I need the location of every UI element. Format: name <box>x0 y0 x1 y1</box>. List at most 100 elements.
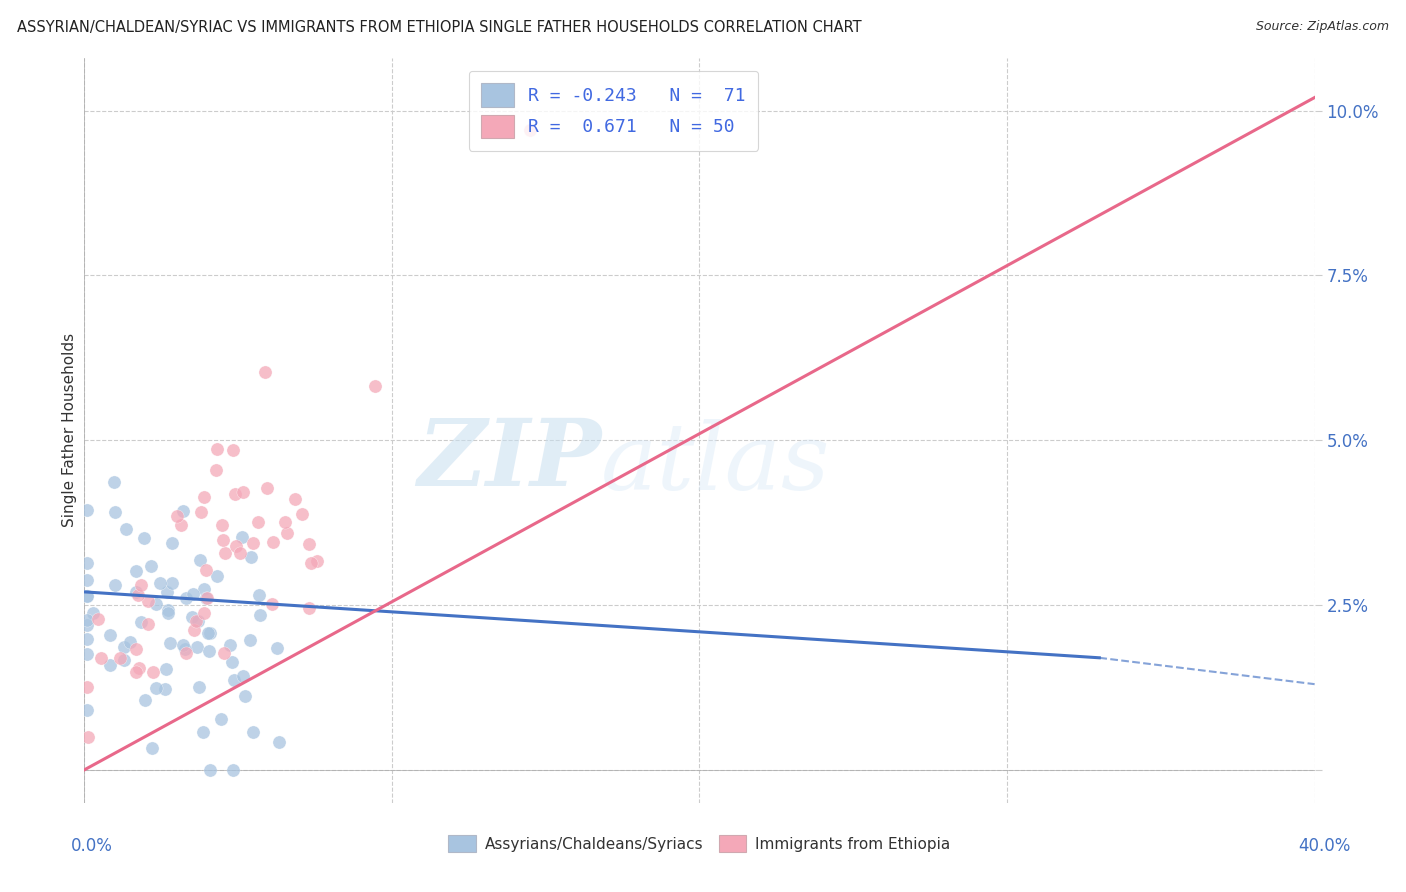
Point <box>197 626 219 640</box>
Point <box>141 740 163 755</box>
Point <box>205 568 228 582</box>
Point <box>172 638 194 652</box>
Point <box>200 763 222 777</box>
Point <box>166 509 188 524</box>
Point <box>195 591 218 606</box>
Point <box>211 517 233 532</box>
Point <box>212 646 235 660</box>
Point <box>76 613 98 627</box>
Point <box>299 556 322 570</box>
Point <box>219 638 242 652</box>
Point <box>155 662 177 676</box>
Point <box>212 533 235 547</box>
Point <box>76 573 98 587</box>
Point <box>172 504 194 518</box>
Point <box>104 578 127 592</box>
Point <box>131 615 153 629</box>
Point <box>132 531 155 545</box>
Point <box>174 646 197 660</box>
Point <box>214 546 236 560</box>
Point <box>127 588 149 602</box>
Text: 40.0%: 40.0% <box>1298 837 1351 855</box>
Point <box>225 539 247 553</box>
Point <box>157 603 180 617</box>
Point <box>128 661 150 675</box>
Text: ASSYRIAN/CHALDEAN/SYRIAC VS IMMIGRANTS FROM ETHIOPIA SINGLE FATHER HOUSEHOLDS CO: ASSYRIAN/CHALDEAN/SYRIAC VS IMMIGRANTS F… <box>17 20 862 35</box>
Point <box>222 442 245 457</box>
Text: atlas: atlas <box>602 419 831 509</box>
Point <box>183 623 205 637</box>
Point <box>76 556 98 570</box>
Point <box>125 564 148 578</box>
Text: 0.0%: 0.0% <box>70 837 112 855</box>
Point <box>276 525 298 540</box>
Legend: Assyrians/Chaldeans/Syriacs, Immigrants from Ethiopia: Assyrians/Chaldeans/Syriacs, Immigrants … <box>441 829 957 858</box>
Point <box>232 484 254 499</box>
Point <box>145 681 167 695</box>
Point <box>176 591 198 605</box>
Point <box>136 594 159 608</box>
Point <box>110 650 132 665</box>
Point <box>115 522 138 536</box>
Point <box>246 515 269 529</box>
Point <box>82 607 104 621</box>
Point <box>160 575 183 590</box>
Point <box>262 597 284 611</box>
Point <box>274 515 297 529</box>
Point <box>104 505 127 519</box>
Point <box>76 703 98 717</box>
Point <box>233 690 256 704</box>
Point <box>153 681 176 696</box>
Point <box>242 536 264 550</box>
Point <box>222 763 245 777</box>
Point <box>188 681 211 695</box>
Point <box>291 507 314 521</box>
Point <box>284 492 307 507</box>
Point <box>141 558 163 573</box>
Point <box>205 442 228 456</box>
Point <box>298 601 321 615</box>
Point <box>519 123 541 137</box>
Point <box>364 379 387 393</box>
Point <box>249 608 271 623</box>
Point <box>186 640 208 655</box>
Text: ZIP: ZIP <box>416 415 602 505</box>
Point <box>156 606 179 620</box>
Point <box>76 647 98 661</box>
Point <box>229 546 252 560</box>
Point <box>125 585 148 599</box>
Point <box>198 625 221 640</box>
Point <box>149 576 172 591</box>
Point <box>239 550 262 565</box>
Point <box>198 643 221 657</box>
Point <box>262 535 284 549</box>
Point <box>191 725 214 739</box>
Point <box>181 610 204 624</box>
Point <box>205 463 228 477</box>
Point <box>76 503 98 517</box>
Point <box>188 553 211 567</box>
Point <box>98 657 121 672</box>
Point <box>76 590 98 604</box>
Point <box>134 693 156 707</box>
Point <box>129 577 152 591</box>
Point <box>112 653 135 667</box>
Point <box>305 554 328 568</box>
Point <box>98 628 121 642</box>
Point <box>184 615 207 629</box>
Point <box>125 665 148 679</box>
Point <box>120 635 142 649</box>
Point <box>181 587 204 601</box>
Point <box>125 642 148 657</box>
Point <box>298 536 321 550</box>
Point <box>174 641 197 656</box>
Point <box>253 365 276 379</box>
Point <box>256 481 278 495</box>
Point <box>76 590 98 604</box>
Point <box>77 730 100 744</box>
Point <box>266 640 288 655</box>
Point <box>194 563 217 577</box>
Point <box>190 505 212 519</box>
Point <box>247 588 270 602</box>
Point <box>239 633 262 648</box>
